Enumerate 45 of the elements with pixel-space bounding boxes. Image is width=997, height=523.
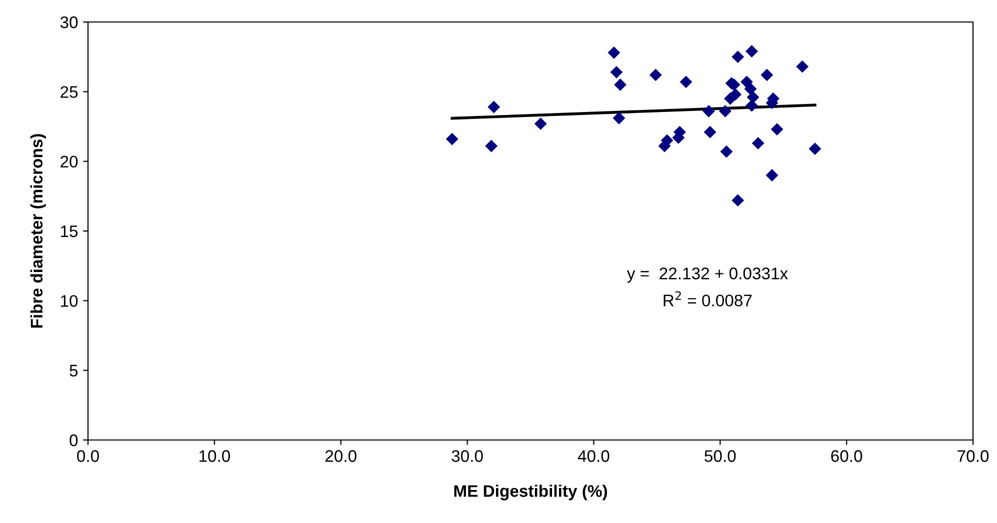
point <box>614 78 626 91</box>
point <box>446 132 458 146</box>
point <box>746 45 758 58</box>
x-tick-label: 10.0 <box>199 450 230 462</box>
y-tick-label: 15 <box>61 226 78 238</box>
x-tick-label: 40.0 <box>578 450 610 462</box>
point <box>702 104 715 118</box>
point <box>718 104 732 118</box>
annotation: y = 22.132 + 0.0331x <box>626 268 788 283</box>
point <box>610 66 623 78</box>
point <box>808 142 822 156</box>
y-tick-label: 5 <box>70 364 78 377</box>
y-axis-title: Fibre diameter (microns) <box>30 134 46 328</box>
point <box>704 126 716 138</box>
point <box>770 123 784 136</box>
point <box>729 88 742 101</box>
point <box>732 194 744 207</box>
point <box>746 99 758 112</box>
point <box>732 50 744 64</box>
y-tick-label: 30 <box>60 16 78 28</box>
point <box>485 140 498 152</box>
y-tick-label: 20 <box>60 156 78 168</box>
x-tick-label: 50.0 <box>704 450 736 462</box>
point <box>760 68 774 82</box>
point <box>680 76 692 88</box>
x-tick-label: 0.0 <box>77 450 99 462</box>
point <box>649 68 662 82</box>
x-tick-label: 60.0 <box>831 450 862 462</box>
x-axis-title: ME Digestibility (%) <box>454 484 607 500</box>
annotation: R$^{2}$ = 0.0087 <box>664 291 752 306</box>
point <box>488 100 500 114</box>
point <box>752 137 764 150</box>
point <box>744 82 757 96</box>
point <box>796 60 809 73</box>
y-tick-label: 25 <box>60 86 78 98</box>
x-tick-label: 30.0 <box>452 450 483 462</box>
y-tick-label: 10 <box>61 295 78 307</box>
x-tick-label: 70.0 <box>958 450 989 462</box>
point <box>766 169 778 182</box>
point <box>534 118 547 130</box>
point <box>608 46 620 59</box>
y-tick-label: 0 <box>70 434 78 446</box>
x-tick-label: 20.0 <box>325 450 356 462</box>
point <box>720 145 733 158</box>
point <box>612 112 626 124</box>
